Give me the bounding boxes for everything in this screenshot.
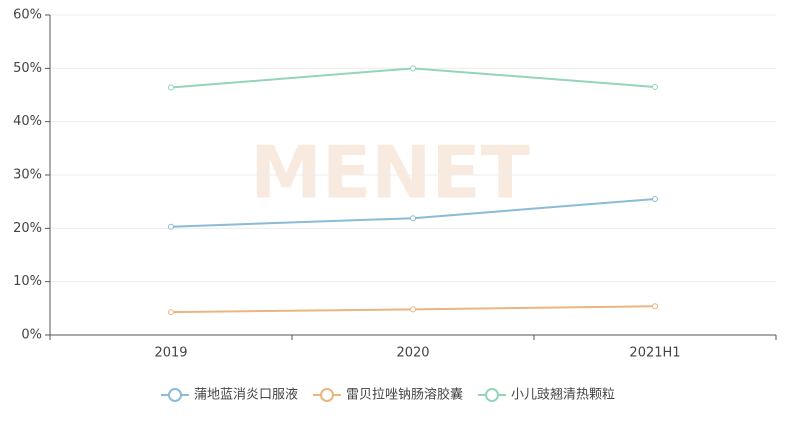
data-point	[410, 65, 416, 72]
legend-icon	[320, 388, 334, 402]
watermark: MENET	[250, 131, 529, 215]
y-tick-label: 20%	[13, 221, 42, 236]
y-tick-label: 0%	[21, 328, 42, 343]
y-tick-label: 10%	[13, 274, 42, 289]
data-point	[168, 309, 174, 316]
data-point	[652, 84, 658, 90]
x-tick-label: 2020	[396, 346, 429, 361]
y-tick-label: 50%	[13, 61, 42, 76]
x-tick-label: 2021H1	[629, 346, 680, 361]
legend-icon	[168, 388, 182, 402]
data-point	[168, 84, 174, 91]
legend-label: 小儿豉翘清热颗粒	[511, 388, 615, 403]
y-tick-label: 30%	[13, 168, 42, 183]
data-point	[410, 306, 416, 313]
legend-label: 雷贝拉唑钠肠溶胶囊	[346, 387, 463, 403]
data-point	[410, 215, 416, 222]
data-point	[652, 303, 658, 310]
y-tick-label: 40%	[13, 114, 42, 129]
data-point	[652, 196, 658, 202]
legend-label: 蒲地蓝消炎口服液	[194, 388, 298, 403]
y-tick-label: 60%	[13, 8, 42, 23]
x-tick-label: 2019	[154, 346, 187, 361]
legend-icon	[485, 388, 499, 402]
data-point	[168, 223, 174, 230]
